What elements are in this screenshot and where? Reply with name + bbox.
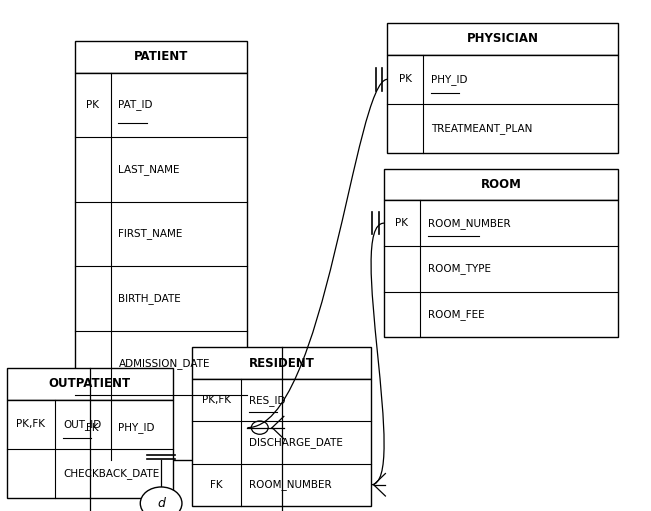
Text: PHY_ID: PHY_ID xyxy=(118,422,155,433)
Text: ROOM: ROOM xyxy=(481,178,521,191)
Bar xyxy=(384,169,618,200)
Text: OUT_ID: OUT_ID xyxy=(63,419,102,430)
Text: d: d xyxy=(157,497,165,510)
Text: ROOM_NUMBER: ROOM_NUMBER xyxy=(249,479,331,490)
Text: TREATMEANT_PLAN: TREATMEANT_PLAN xyxy=(431,123,533,134)
Bar xyxy=(7,368,173,400)
Bar xyxy=(192,347,371,379)
Text: FK: FK xyxy=(87,423,99,433)
Bar xyxy=(384,200,618,337)
Text: FK: FK xyxy=(210,480,223,490)
Text: OUTPATIENT: OUTPATIENT xyxy=(48,377,131,390)
Text: ADMISSION_DATE: ADMISSION_DATE xyxy=(118,358,210,368)
Text: ROOM_FEE: ROOM_FEE xyxy=(428,309,484,320)
Text: CHECKBACK_DATE: CHECKBACK_DATE xyxy=(63,468,159,479)
Bar xyxy=(387,55,618,153)
Text: PHY_ID: PHY_ID xyxy=(431,74,467,85)
Text: BIRTH_DATE: BIRTH_DATE xyxy=(118,293,181,304)
Text: PK: PK xyxy=(399,74,411,84)
Text: PK,FK: PK,FK xyxy=(16,419,46,429)
Text: PK: PK xyxy=(396,218,408,228)
Text: ROOM_NUMBER: ROOM_NUMBER xyxy=(428,218,510,228)
Text: PATIENT: PATIENT xyxy=(134,50,188,63)
Text: PAT_ID: PAT_ID xyxy=(118,99,153,110)
Circle shape xyxy=(141,487,182,511)
Bar xyxy=(75,41,247,73)
Text: PK: PK xyxy=(87,100,99,110)
Text: RES_ID: RES_ID xyxy=(249,395,285,406)
Text: FIRST_NAME: FIRST_NAME xyxy=(118,228,183,240)
Bar xyxy=(75,73,247,460)
Text: PK,FK: PK,FK xyxy=(202,396,231,405)
Bar xyxy=(387,23,618,55)
Bar xyxy=(192,379,371,506)
Text: PHYSICIAN: PHYSICIAN xyxy=(467,32,539,45)
Text: ROOM_TYPE: ROOM_TYPE xyxy=(428,263,491,274)
Text: LAST_NAME: LAST_NAME xyxy=(118,164,180,175)
Text: DISCHARGE_DATE: DISCHARGE_DATE xyxy=(249,437,342,448)
Bar xyxy=(7,400,173,498)
Text: RESIDENT: RESIDENT xyxy=(249,357,314,370)
